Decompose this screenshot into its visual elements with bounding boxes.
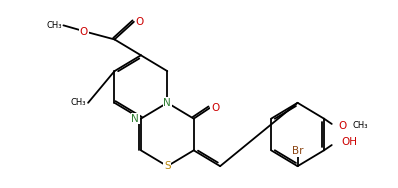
Text: Br: Br — [292, 146, 303, 156]
Text: N: N — [164, 98, 171, 108]
Text: O: O — [136, 17, 144, 27]
Text: CH₃: CH₃ — [71, 98, 86, 107]
Text: CH₃: CH₃ — [46, 21, 62, 30]
Text: O: O — [339, 121, 347, 131]
Text: CH₃: CH₃ — [353, 121, 369, 130]
Text: OH: OH — [341, 136, 357, 146]
Text: O: O — [80, 27, 88, 37]
Text: S: S — [164, 161, 171, 171]
Text: N: N — [131, 114, 139, 124]
Text: O: O — [211, 103, 220, 113]
